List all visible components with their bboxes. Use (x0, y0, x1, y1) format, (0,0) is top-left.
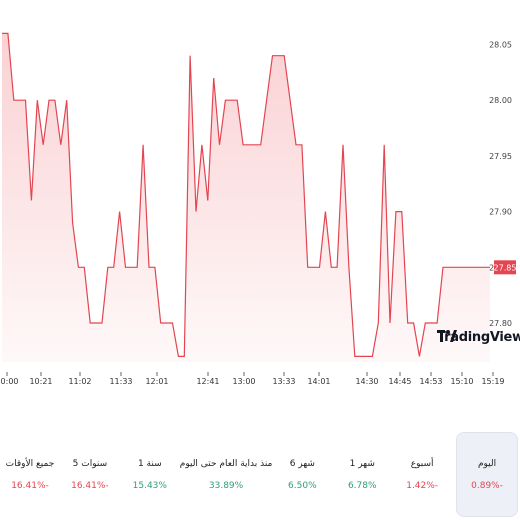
range-tab[interactable]: أسبوع 1.42%- (392, 432, 452, 517)
tradingview-logo-icon (437, 330, 457, 342)
x-tick-label: 11:33 (109, 377, 132, 386)
range-change-value: 15.43% (132, 480, 167, 491)
x-tick-label: 12:41 (196, 377, 219, 386)
x-tick-label: 15:19 (481, 377, 504, 386)
tradingview-logo-text: TradingView (437, 330, 520, 345)
price-area-fill (2, 33, 490, 363)
y-tick-label: 27.95 (489, 152, 512, 161)
range-label: اليوم (477, 458, 497, 469)
x-tick-label: 10:00 (0, 377, 19, 386)
range-change-value: 1.42%- (406, 480, 439, 491)
price-chart-svg: 28.0528.0027.9527.9027.8527.8027.8510:00… (0, 32, 517, 386)
range-label: 5 سنوات (72, 458, 108, 469)
range-label: 6 شهر (289, 458, 315, 469)
x-tick-label: 13:33 (272, 377, 295, 386)
range-change-value: 0.89%- (471, 480, 503, 491)
range-tab[interactable]: 1 شهر 6.78% (332, 432, 392, 517)
x-tick-label: 10:21 (29, 377, 52, 386)
x-tick-label: 12:01 (145, 377, 168, 386)
range-selector: اليوم 0.89%- أسبوع 1.42%- 1 شهر 6.78% 6 شهر 6.5… (0, 432, 520, 517)
range-change-value: 6.50% (288, 480, 317, 491)
price-line (2, 32, 490, 357)
tradingview-logo[interactable]: TradingView (437, 330, 520, 345)
y-tick-label: 28.05 (489, 41, 512, 50)
x-tick-label: 14:30 (355, 377, 378, 386)
x-tick-label: 13:00 (232, 377, 255, 386)
y-tick-label: 27.90 (489, 208, 512, 217)
x-tick-label: 15:10 (450, 377, 473, 386)
range-label: منذ بداية العام حتى اليوم (179, 458, 273, 469)
range-tab[interactable]: 5 سنوات 16.41%- (60, 432, 120, 517)
range-label: أسبوع (410, 458, 434, 469)
range-label: 1 سنة (137, 458, 162, 469)
price-chart[interactable]: 28.0528.0027.9527.9027.8527.8027.8510:00… (0, 0, 520, 400)
range-tab[interactable]: 1 سنة 15.43% (120, 432, 180, 517)
x-tick-label: 11:02 (68, 377, 91, 386)
last-price-badge (494, 260, 516, 275)
x-tick-label: 14:01 (307, 377, 330, 386)
range-label: جميع الأوقات (5, 458, 55, 469)
range-tab[interactable]: 6 شهر 6.50% (272, 432, 332, 517)
x-tick-label: 14:53 (419, 377, 442, 386)
x-tick-label: 14:45 (388, 377, 411, 386)
range-change-value: 6.78% (347, 480, 377, 491)
range-change-value: 16.41%- (11, 480, 49, 491)
range-label: 1 شهر (349, 458, 375, 469)
range-tab[interactable]: جميع الأوقات 16.41%- (0, 432, 60, 517)
range-change-value: 33.89% (208, 480, 244, 491)
last-price-label: 27.85 (494, 263, 517, 272)
range-tab[interactable]: منذ بداية العام حتى اليوم 33.89% (180, 432, 273, 517)
range-tab[interactable]: اليوم 0.89%- (456, 432, 518, 517)
y-tick-label: 28.00 (489, 96, 512, 105)
range-change-value: 16.41%- (71, 480, 109, 491)
y-tick-label: 27.80 (489, 319, 512, 328)
